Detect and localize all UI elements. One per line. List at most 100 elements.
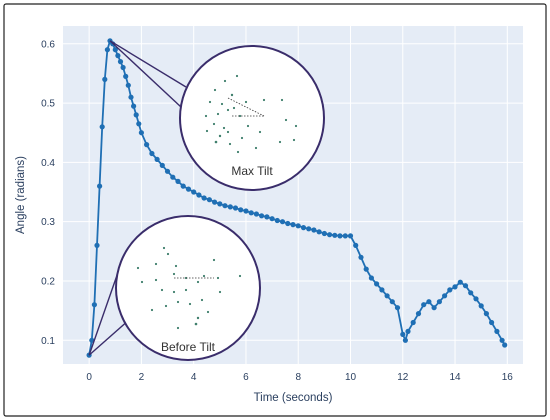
data-point <box>227 204 233 210</box>
data-point <box>379 287 385 293</box>
data-point <box>290 222 296 228</box>
data-point <box>285 220 291 227</box>
data-point <box>212 199 218 205</box>
x-tick-label: 14 <box>449 372 461 383</box>
data-point <box>483 311 489 317</box>
data-point <box>117 59 124 65</box>
data-point <box>347 233 354 239</box>
x-tick-label: 10 <box>345 372 357 383</box>
y-tick-label: 0.6 <box>41 39 55 50</box>
data-point <box>363 266 369 272</box>
data-point <box>415 311 422 317</box>
data-point <box>457 279 463 285</box>
data-point <box>442 293 448 299</box>
data-point <box>180 183 186 189</box>
data-point <box>431 305 437 311</box>
data-point <box>120 64 126 71</box>
data-point <box>494 328 500 334</box>
data-point <box>185 186 192 192</box>
y-tick-label: 0.4 <box>41 158 55 169</box>
tick-labels: 0 2 4 6 8 10 12 14 16 0.1 0.2 0.3 0.4 0.5 0.6 <box>41 39 513 383</box>
data-point <box>374 281 380 287</box>
before-tilt-marker-cloud <box>136 246 242 330</box>
data-point <box>327 232 333 238</box>
x-tick-label: 8 <box>295 372 301 383</box>
data-point <box>300 225 307 231</box>
data-point <box>332 232 338 238</box>
data-point <box>217 201 223 207</box>
data-point <box>222 203 228 209</box>
data-point <box>274 217 280 224</box>
data-point <box>138 130 144 136</box>
y-tick-label: 0.3 <box>41 217 55 228</box>
before-tilt-inset: Before Tilt <box>115 215 261 361</box>
data-point <box>353 242 359 248</box>
data-point <box>426 299 432 305</box>
data-point <box>436 299 442 305</box>
data-point <box>421 302 427 308</box>
data-point <box>468 290 474 296</box>
data-point <box>175 178 181 184</box>
series-markers <box>86 38 508 358</box>
data-point <box>144 142 150 148</box>
x-tick-label: 12 <box>397 372 409 383</box>
data-point <box>489 319 495 326</box>
data-point <box>502 342 508 348</box>
data-point <box>97 183 103 189</box>
data-point <box>279 219 286 225</box>
max-tilt-label: Max Tilt <box>231 164 273 178</box>
data-point <box>248 210 254 216</box>
data-point <box>133 112 139 118</box>
data-point <box>253 211 259 217</box>
data-point <box>94 242 100 248</box>
max-tilt-marker-cloud <box>204 74 298 154</box>
y-tick-label: 0.2 <box>41 276 55 287</box>
data-point <box>389 299 395 305</box>
data-point <box>99 124 105 130</box>
data-point <box>384 293 390 299</box>
data-point <box>264 214 270 220</box>
data-point <box>342 233 348 239</box>
data-point <box>201 195 207 201</box>
data-point <box>170 174 176 180</box>
y-tick-label: 0.1 <box>41 336 55 347</box>
x-tick-label: 2 <box>139 372 145 383</box>
data-point <box>259 213 265 219</box>
data-point <box>462 283 469 289</box>
data-point <box>452 284 458 290</box>
data-point <box>115 53 121 59</box>
data-point <box>91 302 97 308</box>
data-point <box>410 319 416 326</box>
data-point <box>337 233 343 239</box>
data-point <box>164 168 171 174</box>
data-point <box>136 121 142 127</box>
before-tilt-inset-circle <box>115 215 261 361</box>
data-point <box>358 254 364 260</box>
data-point <box>243 208 249 214</box>
data-point <box>232 205 239 211</box>
data-point <box>400 331 406 337</box>
data-point <box>321 230 327 237</box>
data-point <box>154 156 160 162</box>
data-point <box>206 197 212 203</box>
x-tick-label: 16 <box>502 372 514 383</box>
data-point <box>191 189 197 195</box>
data-point <box>128 94 134 100</box>
data-point <box>112 47 118 53</box>
x-tick-label: 4 <box>191 372 197 383</box>
data-point <box>89 337 95 343</box>
data-point <box>196 192 202 198</box>
data-point <box>394 305 401 311</box>
data-point <box>295 223 301 229</box>
y-tick-label: 0.5 <box>41 99 55 110</box>
before-tilt-label: Before Tilt <box>161 340 216 354</box>
max-tilt-inset: Max Tilt <box>179 45 325 191</box>
data-point <box>316 229 322 235</box>
x-tick-label: 0 <box>86 372 92 383</box>
max-tilt-callout-line <box>109 40 187 88</box>
data-point <box>402 337 408 343</box>
data-point <box>368 275 374 281</box>
y-axis-title: Angle (radians) <box>15 156 27 234</box>
data-point <box>149 150 155 157</box>
